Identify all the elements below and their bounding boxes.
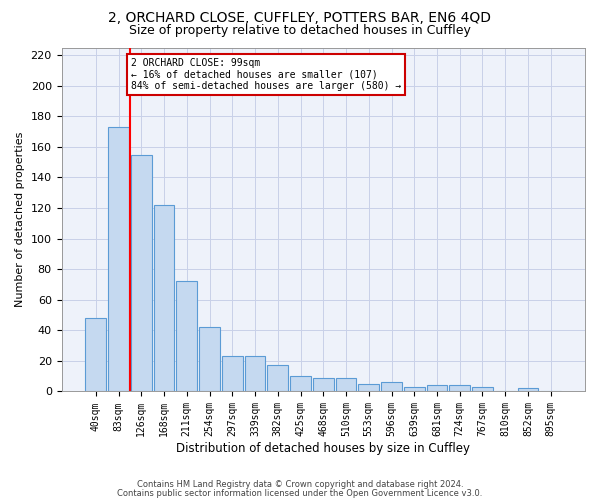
Bar <box>176 282 197 392</box>
Text: Size of property relative to detached houses in Cuffley: Size of property relative to detached ho… <box>129 24 471 37</box>
Bar <box>222 356 243 392</box>
Bar <box>449 386 470 392</box>
Bar <box>268 366 288 392</box>
Bar <box>199 328 220 392</box>
Bar <box>85 318 106 392</box>
Bar <box>313 378 334 392</box>
Bar <box>108 127 129 392</box>
Bar <box>404 387 425 392</box>
X-axis label: Distribution of detached houses by size in Cuffley: Distribution of detached houses by size … <box>176 442 470 455</box>
Bar <box>335 378 356 392</box>
Text: 2 ORCHARD CLOSE: 99sqm
← 16% of detached houses are smaller (107)
84% of semi-de: 2 ORCHARD CLOSE: 99sqm ← 16% of detached… <box>131 58 401 92</box>
Bar <box>131 154 152 392</box>
Bar <box>154 205 175 392</box>
Bar <box>518 388 538 392</box>
Text: Contains HM Land Registry data © Crown copyright and database right 2024.: Contains HM Land Registry data © Crown c… <box>137 480 463 489</box>
Y-axis label: Number of detached properties: Number of detached properties <box>15 132 25 307</box>
Bar <box>358 384 379 392</box>
Bar <box>245 356 265 392</box>
Bar <box>427 386 448 392</box>
Text: Contains public sector information licensed under the Open Government Licence v3: Contains public sector information licen… <box>118 488 482 498</box>
Bar <box>381 382 402 392</box>
Bar <box>472 387 493 392</box>
Text: 2, ORCHARD CLOSE, CUFFLEY, POTTERS BAR, EN6 4QD: 2, ORCHARD CLOSE, CUFFLEY, POTTERS BAR, … <box>109 11 491 25</box>
Bar <box>290 376 311 392</box>
